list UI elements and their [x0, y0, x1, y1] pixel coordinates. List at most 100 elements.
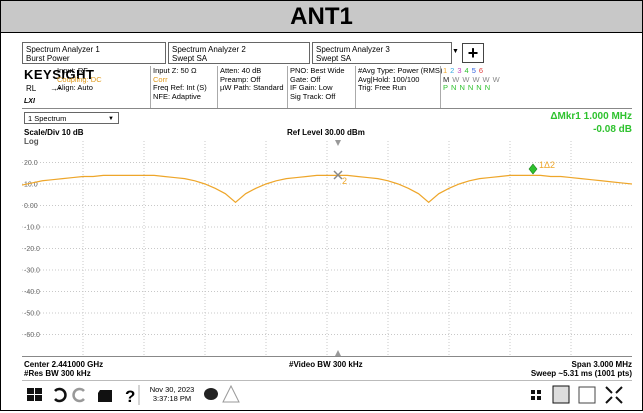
- separator: [217, 66, 218, 108]
- trace-cell: 1: [443, 66, 449, 75]
- dropdown-arrow: ▼: [108, 116, 114, 122]
- tab[interactable]: Spectrum Analyzer 1 Burst Power: [22, 42, 166, 64]
- separator: [287, 66, 288, 108]
- trace-cell: W: [452, 74, 461, 84]
- message-button[interactable]: [204, 388, 218, 400]
- sweep: Sweep ~5.31 ms (1001 pts): [530, 369, 632, 378]
- scale-div: Scale/Div 10 dB: [24, 128, 84, 137]
- undo-button[interactable]: [54, 387, 67, 403]
- help-button[interactable]: ?: [125, 387, 135, 406]
- tab-name: Spectrum Analyzer 3: [316, 45, 390, 54]
- y-tick-label: -50.0: [24, 311, 40, 318]
- keyboard-button[interactable]: [531, 390, 541, 400]
- status-item: Freq Ref: Int (S): [153, 83, 207, 93]
- center-marker: [335, 140, 341, 146]
- y-tick-label: -40.0: [24, 289, 40, 296]
- status-item: Sig Track: Off: [290, 91, 336, 101]
- trace-cell: 4: [464, 66, 470, 75]
- add-tab-button[interactable]: +: [462, 43, 484, 63]
- status-column: Atten: 40 dB Preamp: Off µW Path: Standa…: [220, 66, 284, 93]
- status-item: Preamp: Off: [220, 74, 261, 84]
- tab-mode: Swept SA: [316, 54, 352, 63]
- windows-button[interactable]: [27, 388, 42, 401]
- trace-cell: M: [443, 74, 451, 84]
- marker-frequency: ΔMkr1 1.000 MHz: [550, 111, 632, 122]
- trace-cell: W: [482, 74, 491, 84]
- tab-dropdown[interactable]: ▼: [452, 48, 459, 55]
- divider: [22, 108, 632, 109]
- lxi: LXI: [24, 98, 35, 105]
- status-item: µW Path: Standard: [220, 83, 284, 93]
- file-button[interactable]: [98, 390, 112, 402]
- touch-button[interactable]: [552, 385, 570, 404]
- status-column: PNO: Best Wide Gate: Off IF Gain: Low Si…: [290, 66, 345, 101]
- alert-icon[interactable]: [222, 384, 240, 403]
- trace-cell: N: [467, 83, 475, 93]
- status-column: Input: RF Coupling: DC Align: Auto: [57, 66, 102, 93]
- status-item: IF Gain: Low: [290, 83, 333, 93]
- window-selector[interactable]: 1 Spectrum ▼: [24, 112, 119, 124]
- y-tick-label: 10.0: [24, 182, 38, 189]
- status-item: Trig: Free Run: [358, 83, 407, 93]
- y-tick-label: -60.0: [24, 332, 40, 339]
- y-tick-label: -10.0: [24, 225, 40, 232]
- taskbar: ? Nov 30, 2023 3:37:18 PM: [22, 380, 632, 408]
- marker-label: 2: [342, 176, 347, 186]
- title: ANT1: [1, 1, 642, 33]
- spectrum-plot: 20.0 10.0 0.00 -10.0 -20.0 -30.0 -40.0 -50.0 -60…: [22, 140, 632, 357]
- y-tick-label: 0.00: [24, 203, 38, 210]
- rl-indicator: RL →•: [26, 84, 61, 93]
- y-tick-label: 20.0: [24, 160, 38, 167]
- res-bw: #Res BW 300 kHz: [24, 369, 91, 378]
- trace-cell: P: [443, 83, 450, 93]
- separator: [440, 66, 441, 108]
- fullscreen-button[interactable]: [605, 386, 623, 404]
- trace-cell: W: [462, 74, 471, 84]
- status-column: #Avg Type: Power (RMS) Avg|Hold: 100/100…: [358, 66, 443, 93]
- status-item: Align: Auto: [57, 83, 93, 93]
- trace-cell: N: [459, 83, 466, 93]
- date: Nov 30, 2023: [150, 385, 195, 394]
- status-item: Coupling: DC: [57, 74, 102, 84]
- layout-button[interactable]: [578, 386, 596, 404]
- rl: RL: [26, 84, 37, 93]
- scale-type: Log: [24, 137, 39, 146]
- tab-name: Spectrum Analyzer 2: [172, 45, 246, 54]
- y-tick-label: -20.0: [24, 246, 40, 253]
- trace: [22, 174, 632, 204]
- center-marker: [335, 350, 341, 356]
- delta-marker: [528, 163, 538, 175]
- trace-cell: 5: [471, 66, 477, 75]
- tab-mode: Burst Power: [26, 54, 70, 63]
- input-icon: →•: [50, 84, 62, 93]
- brand: KEYSIGHT: [24, 67, 95, 82]
- status-item: Gate: Off: [290, 74, 321, 84]
- tab[interactable]: Spectrum Analyzer 2 Swept SA: [168, 42, 310, 64]
- status-item: PNO: Best Wide: [290, 66, 345, 75]
- marker-level: -0.08 dB: [593, 124, 632, 135]
- status-item: Corr: [153, 74, 168, 84]
- taskbar-icons: ? Nov 30, 2023 3:37:18 PM: [27, 384, 623, 406]
- trace-cell: 6: [478, 66, 485, 75]
- status-item: Input Z: 50 Ω: [153, 66, 197, 75]
- separator: [150, 66, 151, 108]
- window-name: 1 Spectrum: [28, 114, 67, 123]
- status-column: Input Z: 50 Ω Corr Freq Ref: Int (S) NFE…: [153, 66, 207, 101]
- status-item: NFE: Adaptive: [153, 91, 201, 101]
- redo-button[interactable]: [72, 387, 85, 403]
- trace-cell: N: [451, 83, 458, 93]
- status-item: Atten: 40 dB: [220, 66, 262, 75]
- status-item: Input: RF: [57, 66, 88, 75]
- trace-cell: W: [472, 74, 481, 84]
- reference-marker: [333, 170, 343, 180]
- status-item: Avg|Hold: 100/100: [358, 74, 420, 84]
- tab[interactable]: Spectrum Analyzer 3 Swept SA: [312, 42, 452, 64]
- marker-label: 1Δ2: [539, 160, 555, 170]
- y-tick-label: -30.0: [24, 268, 40, 275]
- status-item: #Avg Type: Power (RMS): [358, 66, 443, 75]
